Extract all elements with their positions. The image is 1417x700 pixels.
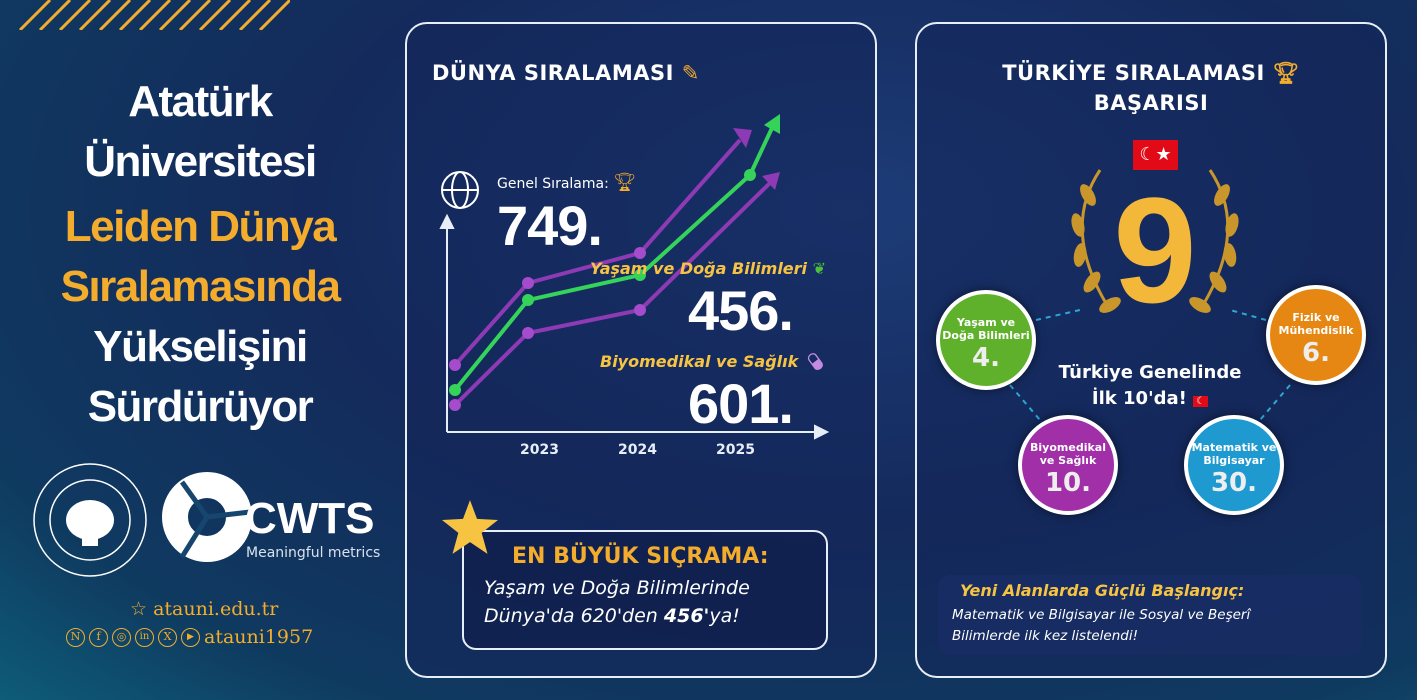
turkey-caption1: Türkiye Genelinde — [1058, 362, 1242, 383]
trend-line-purple-bottom — [453, 181, 772, 407]
data-point — [449, 384, 461, 396]
highlight-title: EN BÜYÜK SIÇRAMA: — [512, 544, 769, 569]
headline-line: Sürdürüyor — [87, 382, 314, 431]
general-label: Genel Sıralama: 🏆︎ — [497, 172, 637, 193]
general-rank: 749. — [497, 194, 603, 257]
arrowhead — [733, 128, 752, 148]
headline-line: Leiden Dünya — [64, 202, 337, 251]
bio-rank: 601. — [688, 372, 794, 435]
highlight-box: EN BÜYÜK SIÇRAMA: Yaşam ve Doğa Bilimler… — [462, 530, 828, 650]
instagram-icon[interactable]: ◎ — [112, 627, 131, 647]
trophy-icon: 🏆︎ — [1272, 61, 1300, 85]
field-circle-physics-engineering: Fizik ve Mühendislik 6. — [1266, 285, 1366, 385]
note-title: Yeni Alanlarda Güçlü Başlangıç: — [960, 581, 1245, 600]
pill-icon: 💊︎ — [803, 352, 825, 371]
youtube-icon[interactable]: ▶ — [181, 627, 200, 647]
data-point — [522, 294, 534, 306]
cwts-logo — [162, 472, 252, 562]
note-line2: Bilimlerde ilk kez listelendi! — [952, 628, 1139, 644]
trend-line-purple-top — [453, 138, 742, 367]
trophy-icon: 🏆︎ — [613, 172, 637, 193]
social-handle[interactable]: atauni1957 — [204, 626, 314, 648]
university-seal-logo — [33, 463, 147, 577]
data-point — [634, 269, 646, 281]
headline-line: Atatürk — [128, 77, 273, 126]
note-line1: Matematik ve Bilgisayar ile Sosyal ve Be… — [952, 607, 1251, 623]
life-rank: 456. — [688, 279, 794, 342]
laurel-icon — [1071, 169, 1239, 313]
turkey-flag-icon: ☾ — [1193, 396, 1209, 407]
x-icon[interactable]: X — [158, 627, 177, 647]
x-axis-arrow — [814, 424, 830, 440]
data-point — [634, 247, 646, 259]
field-circle-biomedical: Biyomedikal ve Sağlık 10. — [1018, 415, 1118, 515]
life-label: Yaşam ve Doğa Bilimleri ❦ — [590, 259, 827, 278]
turkey-flag-icon: ☾★ — [1133, 140, 1178, 170]
new-fields-note: Yeni Alanlarda Güçlü Başlangıç: Matemati… — [938, 575, 1362, 655]
turkey-rank: 9 — [1113, 166, 1197, 334]
field-circle-math-computer: Matematik ve Bilgisayar 30. — [1184, 415, 1284, 515]
bio-label: Biyomedikal ve Sağlık 💊︎ — [600, 352, 825, 371]
turkey-title: TÜRKİYE SIRALAMASI 🏆︎ — [1002, 61, 1300, 85]
turkey-caption2: İlk 10'da! ☾ — [1050, 388, 1250, 413]
field-circle-life-sciences: Yaşam ve Doğa Bilimleri 4. — [936, 290, 1036, 390]
social-row: N f ◎ in X ▶ atauni1957 — [66, 625, 313, 649]
globe-icon — [441, 171, 479, 209]
headline-line: Sıralamasında — [60, 262, 341, 311]
leaf-icon: ❦ — [812, 259, 827, 278]
y-axis-arrow — [439, 213, 455, 229]
data-point — [634, 304, 646, 316]
turkey-title-line2: BAŞARISI — [1093, 91, 1209, 115]
world-title: DÜNYA SIRALAMASI ✎ — [432, 61, 700, 85]
headline-line: Yükselişini — [93, 322, 308, 371]
data-point — [522, 277, 534, 289]
world-trend-chart — [439, 114, 830, 440]
data-point — [744, 169, 756, 181]
nsosyal-icon[interactable]: N — [66, 627, 85, 647]
data-point — [449, 399, 461, 411]
cwts-name: CWTS — [245, 494, 375, 543]
headline-line: Üniversitesi — [84, 137, 317, 186]
highlight-line2: Dünya'da 620'den 456'ya! — [484, 605, 740, 627]
arrowhead — [764, 114, 780, 134]
year-label: 2025 — [716, 442, 755, 458]
rocket-icon: ✎ — [681, 61, 700, 85]
data-point — [449, 359, 461, 371]
star-icon: ☆ — [130, 598, 154, 620]
arrowhead — [762, 172, 780, 190]
website-link[interactable]: ☆ atauni.edu.tr — [130, 598, 279, 620]
highlight-line1: Yaşam ve Doğa Bilimlerinde — [484, 577, 750, 599]
star-icon — [442, 500, 498, 554]
year-label: 2024 — [618, 442, 657, 458]
data-point — [522, 327, 534, 339]
facebook-icon[interactable]: f — [89, 627, 108, 647]
decorative-stripes — [18, 0, 290, 30]
linkedin-icon[interactable]: in — [135, 627, 154, 647]
cwts-tagline: Meaningful metrics — [246, 545, 381, 561]
year-label: 2023 — [520, 442, 559, 458]
